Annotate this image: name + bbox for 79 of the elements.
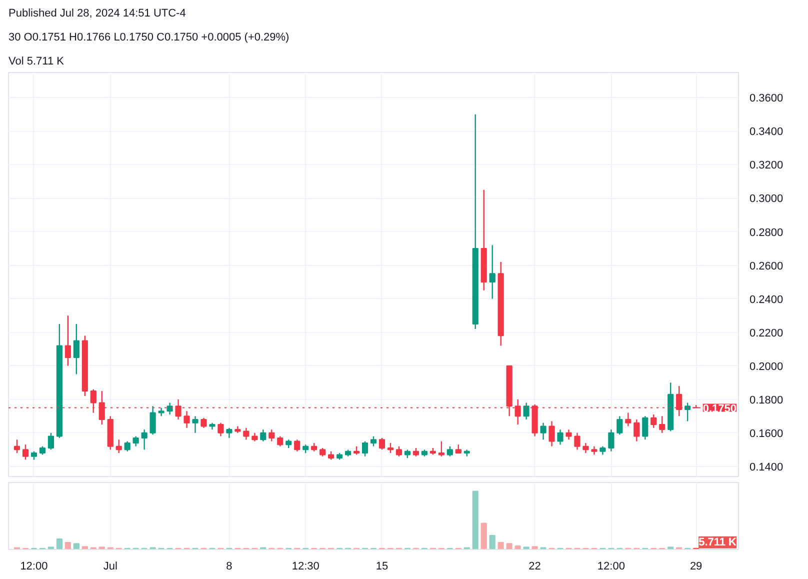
candlestick — [557, 428, 564, 446]
candlestick — [116, 439, 122, 454]
x-tick-label: 15 — [376, 560, 388, 572]
y-tick-label: 0.2600 — [750, 260, 784, 272]
y-tick-label: 0.3000 — [750, 193, 784, 206]
candlestick — [226, 427, 232, 439]
candlestick — [243, 427, 250, 440]
candlestick — [200, 417, 207, 428]
x-tick-label: 22 — [528, 560, 541, 572]
candlestick — [642, 416, 648, 440]
x-tick-label: 8 — [226, 560, 232, 572]
candlestick — [446, 446, 453, 457]
candlestick — [574, 432, 580, 450]
bar — [73, 543, 80, 550]
y-tick-label: 0.1400 — [750, 461, 784, 474]
candlestick — [150, 405, 156, 436]
chart-title: 30 O0.1751 H0.1766 L0.1750 C0.1750 +0.0005 (+0.29%) — [8, 32, 290, 44]
candlestick — [396, 446, 402, 457]
candlestick — [650, 414, 657, 428]
candlestick — [438, 440, 444, 457]
candlestick — [73, 323, 80, 375]
bar — [64, 542, 71, 550]
candlestick — [634, 418, 640, 442]
y-tick-label: 0.2000 — [750, 360, 784, 373]
candlestick — [378, 437, 386, 450]
x-tick-label: 12:30 — [292, 560, 320, 572]
candlestick — [14, 439, 20, 454]
candlestick — [277, 436, 284, 447]
text: Vol 5.711 K — [8, 56, 65, 68]
candlestick — [132, 436, 139, 447]
bar — [56, 538, 62, 550]
candlestick — [566, 428, 572, 440]
x-tick-label: 12:00 — [597, 560, 625, 572]
candlestick — [616, 416, 623, 436]
x-tick-label: Jul — [103, 560, 118, 572]
text: Published Jul 28, 2024 14:51 UTC-4 — [8, 8, 186, 20]
candlestick — [64, 314, 71, 366]
candlestick — [625, 412, 632, 427]
candlestick — [362, 440, 368, 457]
bar — [506, 543, 512, 550]
candlestick — [540, 422, 546, 440]
candlestick — [489, 244, 496, 300]
candlestick — [48, 432, 54, 450]
ref-line-label: 0.1750 — [702, 402, 737, 415]
candlestick — [294, 439, 300, 452]
candlestick — [218, 422, 224, 437]
y-tick-label: 0.2200 — [750, 327, 784, 340]
candlestick — [684, 402, 691, 422]
bar — [472, 490, 478, 550]
bar — [532, 546, 538, 550]
candlestick — [260, 428, 266, 442]
bar — [498, 542, 504, 550]
annotation: 5.711 K — [698, 536, 737, 548]
y-tick-label: 0.3200 — [750, 160, 784, 172]
candlestick — [387, 442, 394, 454]
candlestick — [184, 410, 190, 428]
y-tick-label: 0.3600 — [750, 92, 784, 105]
candlestick — [523, 402, 530, 420]
candlestick — [166, 402, 173, 416]
bar — [480, 522, 487, 550]
candlestick — [268, 428, 275, 442]
candlestick — [22, 444, 29, 460]
bar — [523, 546, 530, 550]
bar — [489, 535, 496, 550]
y-tick-label: 0.2800 — [750, 226, 784, 239]
y-tick-label: 0.1600 — [750, 428, 784, 440]
candlestick — [141, 428, 148, 450]
x-tick-label: 12:00 — [20, 560, 48, 572]
candlestick — [548, 420, 555, 447]
y-tick-label: 0.3400 — [750, 126, 784, 138]
candlestick — [370, 436, 377, 447]
candlestick — [608, 428, 614, 452]
candlestick — [192, 416, 198, 434]
y-tick-label: 0.2400 — [750, 294, 784, 306]
x-tick-label: 29 — [690, 560, 702, 572]
candlestick — [582, 442, 589, 454]
y-tick-label: 0.1800 — [750, 394, 784, 406]
candlestick — [659, 416, 666, 434]
candlestick — [124, 440, 130, 452]
